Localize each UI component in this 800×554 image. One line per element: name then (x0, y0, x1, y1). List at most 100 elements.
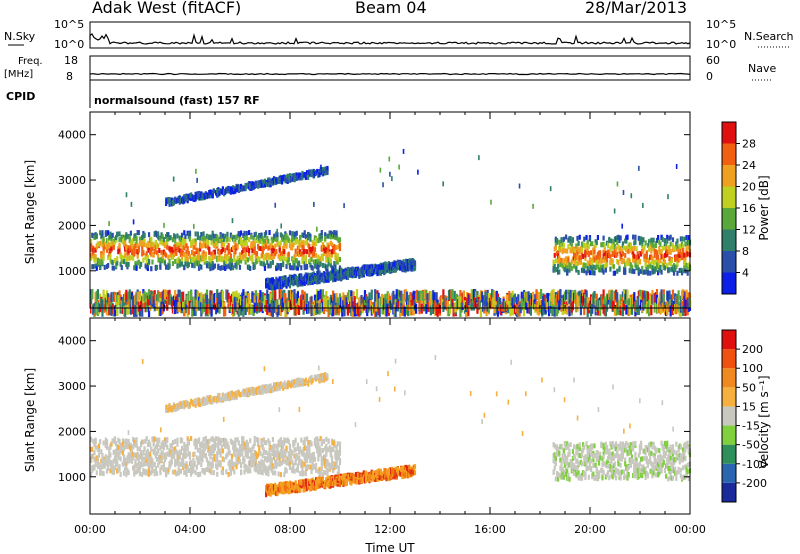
radar-cell (591, 303, 594, 314)
radar-cell (108, 449, 111, 455)
radar-cell (593, 270, 596, 276)
radar-cell (325, 167, 328, 173)
radar-cell (232, 461, 235, 467)
radar-cell (175, 296, 178, 307)
radar-cell (565, 261, 568, 267)
radar-cell (275, 179, 278, 185)
radar-cell (229, 468, 232, 474)
radar-cell (268, 177, 271, 183)
radar-cell (643, 290, 646, 301)
radar-cell (194, 238, 197, 244)
radar-cell (262, 245, 265, 251)
radar-cell (371, 268, 375, 274)
radar-cell (252, 181, 255, 187)
radar-cell (230, 459, 234, 465)
radar-cell (585, 234, 588, 240)
radar-cell (288, 283, 292, 289)
colorbar-tick-label: 20 (742, 181, 756, 194)
radar-cell (467, 306, 470, 317)
radar-cell (686, 270, 689, 276)
radar-cell (122, 255, 126, 261)
radar-cell (359, 296, 362, 307)
radar-cell (225, 238, 228, 244)
radar-cell (597, 250, 601, 256)
radar-cell (147, 471, 151, 477)
radar-cell (436, 299, 439, 310)
radar-cell (192, 457, 195, 463)
radar-cell (120, 254, 123, 260)
radar-cell (200, 292, 203, 303)
radar-cell (151, 294, 154, 305)
radar-cell (250, 452, 253, 458)
radar-cell (320, 253, 323, 259)
radar-cell (221, 470, 225, 476)
radar-cell (394, 267, 397, 273)
radar-cell (160, 457, 163, 463)
radar-cell (155, 242, 159, 248)
radar-cell (146, 266, 150, 272)
radar-cell (420, 303, 423, 314)
radar-cell (188, 254, 192, 260)
radar-cell (622, 245, 626, 251)
radar-cell (405, 304, 409, 315)
radar-cell (268, 294, 271, 305)
radar-cell (111, 469, 114, 475)
radar-cell (112, 449, 115, 455)
radar-cell (652, 243, 655, 249)
radar-cell (559, 241, 562, 247)
radar-cell (193, 461, 196, 467)
radar-cell (146, 454, 150, 460)
radar-cell (650, 244, 653, 250)
radar-cell (332, 277, 335, 283)
radar-cell (395, 264, 398, 270)
radar-cell (669, 299, 672, 310)
radar-cell (471, 289, 475, 300)
radar-cell (630, 297, 634, 308)
radar-cell (93, 234, 96, 240)
radar-cell (93, 247, 96, 253)
radar-cell (104, 442, 107, 448)
radar-cell (687, 262, 690, 268)
radar-cell (647, 240, 651, 246)
radar-cell (196, 248, 200, 254)
radar-cell (616, 258, 619, 264)
radar-cell (590, 259, 593, 265)
radar-cell (326, 270, 329, 276)
radar-cell (270, 240, 273, 246)
radar-cell (332, 265, 335, 271)
radar-cell (322, 304, 326, 315)
radar-cell (263, 182, 267, 188)
radar-cell (599, 267, 602, 273)
radar-cell (392, 261, 395, 267)
radar-cell (209, 299, 212, 310)
radar-cell (324, 272, 327, 278)
radar-cell (275, 236, 278, 242)
radar-cell (222, 441, 226, 447)
radar-cell (271, 277, 275, 283)
radar-cell (312, 169, 315, 175)
radar-cell (342, 274, 345, 280)
radar-cell (112, 291, 115, 302)
nsearch-label: N.Search (744, 30, 794, 43)
radar-cell (120, 237, 123, 243)
radar-cell (233, 234, 236, 240)
radar-cell (237, 456, 240, 462)
radar-cell (358, 268, 361, 274)
radar-cell (210, 239, 213, 245)
radar-cell (582, 253, 585, 259)
radar-cell (417, 169, 419, 175)
radar-cell (180, 232, 184, 238)
radar-cell (225, 258, 228, 264)
radar-cell (442, 289, 445, 300)
radar-cell (590, 306, 593, 317)
radar-cell (326, 264, 329, 270)
y-tick-label: 2000 (58, 219, 86, 232)
radar-cell (237, 184, 240, 190)
radar-cell (685, 248, 688, 254)
radar-cell (215, 304, 218, 315)
radar-cell (654, 249, 657, 255)
radar-cell (392, 296, 395, 307)
radar-cell (557, 292, 560, 303)
radar-cell (244, 451, 247, 457)
radar-cell (496, 306, 500, 317)
